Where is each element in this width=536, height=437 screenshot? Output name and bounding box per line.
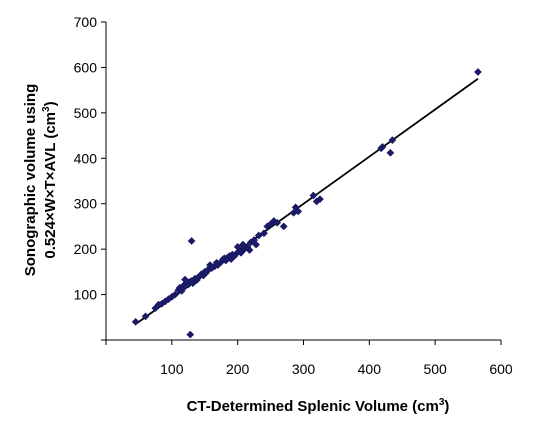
y-tick-label: 500 bbox=[74, 105, 98, 121]
x-tick-label: 200 bbox=[226, 361, 250, 377]
data-point bbox=[309, 191, 318, 200]
x-axis-title-superscript: 3 bbox=[439, 397, 445, 408]
x-tick-label: 500 bbox=[423, 361, 447, 377]
x-axis-title-main: CT-Determined Splenic Volume (cm bbox=[187, 398, 439, 415]
data-point bbox=[316, 195, 324, 204]
data-point bbox=[273, 218, 282, 227]
y-axis-title: Sonographic volume using 0.524×W×T×AVL (… bbox=[22, 84, 59, 277]
y-tick-label: 100 bbox=[74, 287, 98, 303]
y-tick-label: 400 bbox=[74, 150, 98, 166]
data-point bbox=[131, 317, 140, 326]
y-tick-label: 700 bbox=[74, 14, 98, 30]
data-point bbox=[474, 68, 482, 76]
x-tick-label: 300 bbox=[292, 361, 316, 377]
y-tick-label: 300 bbox=[74, 196, 98, 212]
y-axis-title-line2: 0.524×W×T×AVL (cm3) bbox=[41, 101, 59, 258]
data-point bbox=[141, 312, 150, 321]
x-axis-title: CT-Determined Splenic Volume (cm3) bbox=[187, 397, 450, 415]
data-points bbox=[131, 68, 482, 339]
y-tick-label: 600 bbox=[74, 59, 98, 75]
y-tick-label: 200 bbox=[74, 241, 98, 257]
data-point bbox=[171, 290, 180, 299]
data-point bbox=[186, 330, 195, 339]
data-point bbox=[386, 148, 395, 157]
data-point bbox=[252, 240, 261, 249]
data-point bbox=[181, 275, 189, 284]
y-axis-title-superscript: 3 bbox=[41, 106, 52, 112]
tick-labels: 100 200 300 400 500 600 700 100 200 300 400 500 600 bbox=[74, 14, 513, 377]
y-axis-title-line1: Sonographic volume using bbox=[22, 84, 39, 277]
y-axis-title-tail: ) bbox=[42, 101, 59, 106]
x-axis-title-tail: ) bbox=[444, 398, 449, 415]
data-point bbox=[279, 222, 288, 231]
data-point bbox=[388, 136, 397, 145]
data-point bbox=[294, 207, 303, 216]
data-point bbox=[260, 229, 268, 238]
x-tick-label: 400 bbox=[358, 361, 382, 377]
x-tick-label: 600 bbox=[489, 361, 513, 377]
data-point bbox=[245, 246, 254, 255]
x-tick-label: 100 bbox=[160, 361, 184, 377]
y-axis-title-line2-main: 0.524×W×T×AVL (cm bbox=[42, 112, 59, 259]
axes bbox=[101, 21, 502, 345]
data-point bbox=[378, 142, 387, 151]
data-point bbox=[187, 237, 196, 245]
